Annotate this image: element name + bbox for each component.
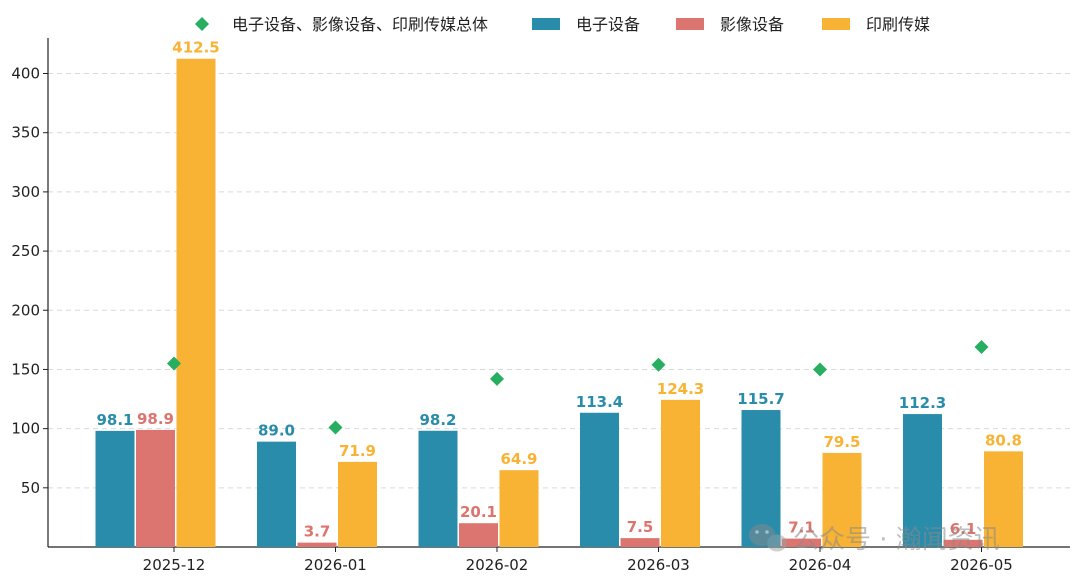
legend-swatch <box>822 18 850 30</box>
x-tick-label: 2026-04 <box>789 556 852 574</box>
axes: 50 100 150 200 250 300 350 400 2025-12 2026-01 202… <box>11 38 1070 574</box>
data-label: 412.5 <box>172 39 219 57</box>
legend-marker <box>195 17 209 31</box>
x-tick-label: 2025-12 <box>143 556 206 574</box>
watermark: 公众号 · 瀚闻资讯 <box>749 524 1000 555</box>
bar <box>822 452 862 547</box>
data-label: 113.4 <box>576 393 623 411</box>
y-tick-label: 200 <box>11 301 40 319</box>
data-label: 89.0 <box>258 422 295 440</box>
legend-label: 印刷传媒 <box>866 15 930 34</box>
bar <box>580 412 619 547</box>
data-label: 3.7 <box>304 523 331 541</box>
legend-label: 电子设备、影像设备、印刷传媒总体 <box>232 15 488 34</box>
y-tick-label: 400 <box>11 65 40 83</box>
data-label: 112.3 <box>899 394 946 412</box>
legend-label: 影像设备 <box>720 15 784 34</box>
legend-label: 电子设备 <box>576 15 640 34</box>
bar <box>620 538 660 547</box>
bar <box>257 441 296 547</box>
scatter-points <box>167 339 989 435</box>
bar <box>661 399 700 547</box>
data-label: 6.1 <box>950 520 977 538</box>
bar <box>459 523 498 547</box>
bar <box>95 430 135 547</box>
scatter-point <box>813 362 827 377</box>
scatter-point <box>328 420 343 435</box>
data-label: 124.3 <box>657 380 704 398</box>
x-tick-label: 2026-01 <box>304 556 367 574</box>
y-tick-label: 100 <box>11 420 40 438</box>
data-label: 98.9 <box>137 410 174 428</box>
bar <box>903 414 942 547</box>
data-label: 71.9 <box>339 442 376 460</box>
scatter-point <box>490 371 504 386</box>
y-tick-label: 50 <box>21 479 40 497</box>
bar <box>984 451 1023 547</box>
bar <box>418 430 458 547</box>
y-tick-label: 350 <box>11 124 40 142</box>
bar <box>176 58 216 547</box>
data-label: 80.8 <box>985 431 1022 449</box>
data-label: 7.1 <box>788 519 815 537</box>
bar <box>782 538 821 547</box>
bars <box>95 58 1023 547</box>
bar <box>338 461 377 547</box>
y-tick-label: 250 <box>11 242 40 260</box>
data-label: 79.5 <box>823 433 860 451</box>
bar <box>136 429 175 547</box>
scatter-point <box>651 357 666 372</box>
watermark-text: 公众号 · 瀚闻资讯 <box>793 525 1000 555</box>
y-tick-label: 300 <box>11 183 40 201</box>
bar <box>297 542 337 547</box>
scatter-point <box>974 339 989 354</box>
data-label: 64.9 <box>500 450 537 468</box>
data-label: 7.5 <box>627 518 654 536</box>
bar <box>943 539 983 547</box>
legend-swatch <box>676 18 704 30</box>
x-tick-label: 2026-05 <box>950 556 1013 574</box>
data-label: 115.7 <box>737 390 784 408</box>
wechat-icon <box>749 524 787 552</box>
legend: 电子设备、影像设备、印刷传媒总体 电子设备 影像设备 印刷传媒 <box>195 15 930 34</box>
data-labels: 98.1 98.9 412.5 89.0 3.7 71.9 98.2 20.1 64.9 113.… <box>96 39 1022 541</box>
y-tick-label: 150 <box>11 360 40 378</box>
x-tick-label: 2026-03 <box>627 556 690 574</box>
data-label: 98.1 <box>96 411 133 429</box>
scatter-point <box>167 356 181 371</box>
data-label: 20.1 <box>460 503 497 521</box>
bar <box>499 470 539 547</box>
data-label: 98.2 <box>419 411 456 429</box>
x-tick-label: 2026-02 <box>466 556 529 574</box>
legend-swatch <box>532 18 560 30</box>
